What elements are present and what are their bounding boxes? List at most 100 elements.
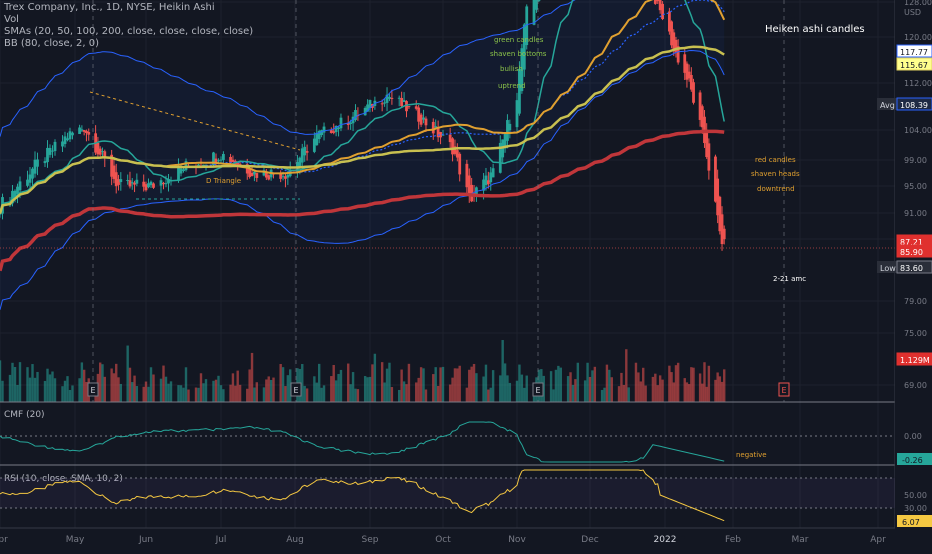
candle-body bbox=[714, 156, 717, 202]
volume-bar bbox=[714, 379, 717, 402]
candle-body bbox=[707, 143, 711, 171]
volume-bar bbox=[332, 364, 335, 402]
candle-body bbox=[508, 123, 512, 131]
volume-bar bbox=[133, 375, 136, 402]
volume-bar bbox=[583, 380, 587, 402]
candle-body bbox=[279, 173, 283, 179]
candle-body bbox=[687, 71, 691, 79]
candle-body bbox=[716, 178, 720, 216]
annotation-earnings: 2-21 amc bbox=[773, 275, 806, 283]
candle-body bbox=[298, 157, 302, 168]
candle-body bbox=[231, 159, 235, 163]
candle-body bbox=[720, 214, 724, 245]
volume-bar bbox=[716, 372, 719, 402]
candle-body bbox=[467, 175, 471, 195]
volume-bar bbox=[253, 387, 256, 402]
candle-body bbox=[718, 196, 722, 232]
volume-bar bbox=[470, 366, 473, 402]
candle-body bbox=[448, 134, 452, 143]
price-tag-bg bbox=[896, 57, 932, 71]
low-tag-bg bbox=[877, 261, 897, 273]
candle-body bbox=[385, 94, 389, 103]
volume-bar bbox=[349, 384, 352, 402]
candle-body bbox=[400, 97, 404, 107]
volume-bar bbox=[269, 379, 273, 402]
volume-bar bbox=[31, 364, 34, 402]
legend-smas: SMAs (20, 50, 100, 200, close, close, cl… bbox=[4, 26, 254, 37]
candle-body bbox=[281, 176, 285, 178]
volume-bar bbox=[169, 381, 173, 402]
candle-body bbox=[63, 136, 67, 144]
volume-bar bbox=[164, 376, 168, 402]
volume-bar bbox=[436, 385, 440, 402]
candle-body bbox=[248, 168, 252, 177]
volume-bar bbox=[219, 385, 223, 402]
candle-body bbox=[525, 6, 529, 46]
candle-body bbox=[18, 181, 22, 191]
low-value: 83.60 bbox=[900, 264, 923, 273]
legend-vol: Vol bbox=[4, 14, 19, 25]
cmf-value: -0.26 bbox=[902, 456, 923, 465]
volume-bar bbox=[499, 375, 502, 402]
volume-bar bbox=[66, 376, 69, 402]
volume-bar bbox=[600, 389, 604, 402]
candle-body bbox=[128, 180, 132, 187]
candle-body bbox=[149, 181, 153, 186]
volume-bar bbox=[320, 387, 323, 402]
annotations: Heiken ashi candles green candles shaven b… bbox=[0, 0, 895, 459]
candle-body bbox=[51, 150, 54, 152]
candle-body bbox=[486, 180, 490, 185]
volume-bar bbox=[627, 387, 630, 402]
earnings-marker-box bbox=[87, 382, 99, 397]
candle-body bbox=[85, 130, 88, 134]
volume-bar bbox=[458, 365, 461, 402]
volume-bar bbox=[317, 363, 321, 402]
volume-bar bbox=[231, 373, 235, 402]
volume-bar bbox=[16, 384, 19, 402]
candle-body bbox=[661, 3, 664, 20]
time-tick: Aug bbox=[286, 535, 304, 545]
candle-body bbox=[351, 116, 355, 124]
volume-bar bbox=[313, 376, 316, 402]
candle-body bbox=[130, 182, 134, 184]
volume-bar bbox=[82, 369, 86, 402]
candle-body bbox=[112, 165, 116, 179]
price-tick: 99.00 bbox=[904, 156, 927, 165]
volume-bar bbox=[390, 387, 394, 402]
volume-bar bbox=[718, 376, 722, 402]
cmf-line bbox=[0, 421, 725, 463]
candle-body bbox=[197, 164, 200, 167]
volume-bars bbox=[0, 340, 726, 402]
volume-bar bbox=[152, 374, 155, 402]
volume-bar bbox=[385, 368, 389, 402]
volume-bar bbox=[117, 377, 120, 402]
annotation-green-2: shaven bottoms bbox=[490, 50, 547, 58]
volume-bar bbox=[250, 352, 254, 402]
candle-body bbox=[103, 151, 107, 159]
earnings-marker: E bbox=[90, 386, 95, 395]
volume-bar bbox=[13, 367, 17, 402]
candle-body bbox=[667, 11, 671, 32]
volume-bar bbox=[119, 383, 123, 402]
candle-body bbox=[147, 183, 150, 188]
candle-body bbox=[522, 24, 526, 70]
candle-body bbox=[482, 179, 485, 191]
candle-body bbox=[339, 117, 343, 129]
triangle-resistance bbox=[89, 91, 301, 151]
time-tick: Feb bbox=[725, 535, 741, 545]
volume-bar bbox=[705, 386, 708, 402]
volume-bar bbox=[212, 380, 215, 402]
volume-bar bbox=[279, 364, 282, 402]
candle-body bbox=[424, 118, 428, 126]
volume-bar bbox=[588, 376, 592, 402]
candle-body bbox=[135, 179, 139, 184]
candle-body bbox=[238, 163, 242, 165]
candle-body bbox=[87, 131, 91, 135]
candle-body bbox=[36, 159, 39, 167]
volume-bar bbox=[315, 382, 318, 402]
volume-bar bbox=[184, 367, 188, 402]
annotation-green-3: bullish bbox=[500, 65, 523, 73]
volume-bar bbox=[351, 372, 355, 402]
candle-body bbox=[221, 153, 225, 160]
